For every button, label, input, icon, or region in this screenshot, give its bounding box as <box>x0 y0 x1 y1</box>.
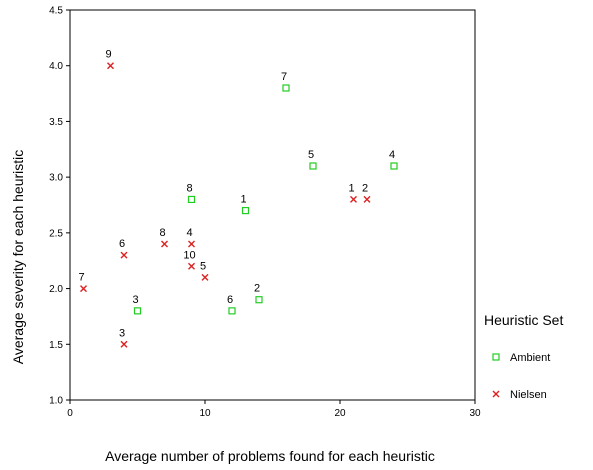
legend-marker-nielsen <box>492 390 500 398</box>
legend: Heuristic Set Ambient Nielsen <box>484 312 563 401</box>
nielsen-point-1 <box>350 195 357 203</box>
ambient-point-8 <box>187 195 196 204</box>
ambient-point-label-5: 5 <box>308 149 314 161</box>
x-tick-label-0: 0 <box>67 408 73 419</box>
y-tick-label-5: 3.5 <box>49 117 63 128</box>
y-tick-label-1: 1.5 <box>49 340 63 351</box>
nielsen-point-2 <box>363 195 371 203</box>
ambient-point-5 <box>309 162 317 170</box>
y-tick-label-6: 4.0 <box>49 61 63 72</box>
nielsen-point-9 <box>107 62 114 70</box>
ambient-point-label-4: 4 <box>389 149 395 161</box>
ambient-point-label-8: 8 <box>186 182 192 194</box>
legend-label-nielsen: Nielsen <box>510 389 547 401</box>
ambient-point-7 <box>282 84 290 92</box>
nielsen-point-label-7: 7 <box>78 272 84 284</box>
nielsen-point-6 <box>120 251 128 259</box>
nielsen-point-label-1: 1 <box>348 182 354 194</box>
y-tick-label-0: 1.0 <box>49 396 63 407</box>
nielsen-point-label-9: 9 <box>105 49 111 61</box>
ambient-point-label-1: 1 <box>240 194 246 206</box>
x-tick-label-2: 20 <box>334 408 346 419</box>
x-axis-title: Average number of problems found for eac… <box>105 448 435 464</box>
axes: 0 10 20 30 1.0 1.5 2.0 2.5 3.0 3.5 4.0 4.5 <box>49 6 481 420</box>
nielsen-point-label-2: 2 <box>362 182 368 194</box>
ambient-point-6 <box>228 307 236 315</box>
ambient-point-label-7: 7 <box>281 71 287 83</box>
y-tick-label-2: 2.0 <box>49 284 63 295</box>
nielsen-point-label-5: 5 <box>200 260 206 272</box>
nielsen-point-10 <box>188 262 195 270</box>
nielsen-point-label-10: 10 <box>183 249 195 261</box>
ambient-point-label-2: 2 <box>254 283 260 295</box>
ambient-point-4 <box>390 162 398 170</box>
y-axis-title: Average severity for each heuristic <box>10 150 26 365</box>
nielsen-point-label-4: 4 <box>186 227 192 239</box>
nielsen-point-7 <box>80 285 87 293</box>
ambient-point-label-6: 6 <box>227 294 233 306</box>
nielsen-point-label-6: 6 <box>119 238 125 250</box>
y-tick-label-4: 3.0 <box>49 173 63 184</box>
legend-marker-ambient <box>492 353 500 361</box>
nielsen-point-8 <box>161 240 168 248</box>
nielsen-point-5 <box>201 273 209 281</box>
nielsen-point-label-3: 3 <box>119 327 125 339</box>
plot-frame <box>69 9 476 401</box>
ambient-point-1 <box>241 206 250 215</box>
nielsen-point-3 <box>120 340 128 348</box>
ambient-point-2 <box>255 296 263 304</box>
x-tick-label-1: 10 <box>199 408 211 419</box>
ambient-point-label-3: 3 <box>132 294 138 306</box>
nielsen-point-4 <box>188 240 195 248</box>
legend-title: Heuristic Set <box>484 312 563 328</box>
nielsen-point-label-8: 8 <box>159 227 165 239</box>
y-tick-label-7: 4.5 <box>49 6 63 17</box>
legend-label-ambient: Ambient <box>510 352 550 364</box>
y-tick-label-3: 2.5 <box>49 228 63 239</box>
ambient-point-3 <box>133 307 142 315</box>
x-tick-label-3: 30 <box>469 408 481 419</box>
